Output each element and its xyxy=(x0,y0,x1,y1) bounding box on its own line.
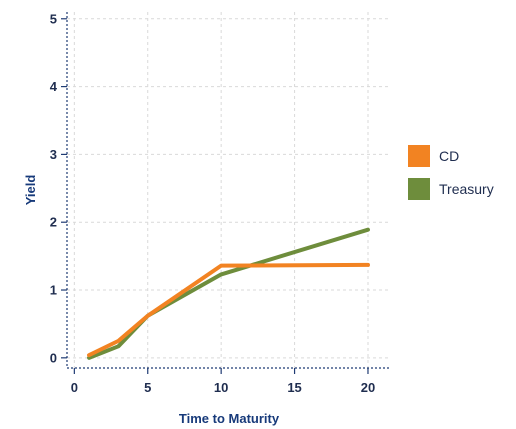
y-tick-label-1: 1 xyxy=(50,283,57,298)
legend-label-cd: CD xyxy=(439,148,459,164)
legend-swatch-treasury xyxy=(408,178,430,200)
x-tick-label-10: 10 xyxy=(214,380,228,395)
axes xyxy=(61,12,390,374)
y-tick-label-2: 2 xyxy=(50,215,57,230)
y-tick-label-5: 5 xyxy=(50,11,57,26)
legend-swatch-cd xyxy=(408,145,430,167)
y-tick-label-4: 4 xyxy=(50,79,58,94)
y-axis-title: Yield xyxy=(23,175,38,206)
series-line-treasury xyxy=(87,227,370,360)
x-tick-label-15: 15 xyxy=(287,380,301,395)
x-tick-label-0: 0 xyxy=(71,380,78,395)
series-line-cd xyxy=(87,262,370,358)
grid xyxy=(67,12,390,368)
x-tick-label-5: 5 xyxy=(144,380,151,395)
x-tick-label-20: 20 xyxy=(361,380,375,395)
series-lines xyxy=(87,227,370,360)
y-tick-label-3: 3 xyxy=(50,147,57,162)
x-axis-title: Time to Maturity xyxy=(179,411,280,426)
legend-label-treasury: Treasury xyxy=(439,181,494,197)
y-tick-label-0: 0 xyxy=(50,350,57,365)
tick-labels: 0 1 2 3 4 5 0 5 10 15 20 xyxy=(50,11,375,395)
legend: CD Treasury xyxy=(408,145,494,200)
